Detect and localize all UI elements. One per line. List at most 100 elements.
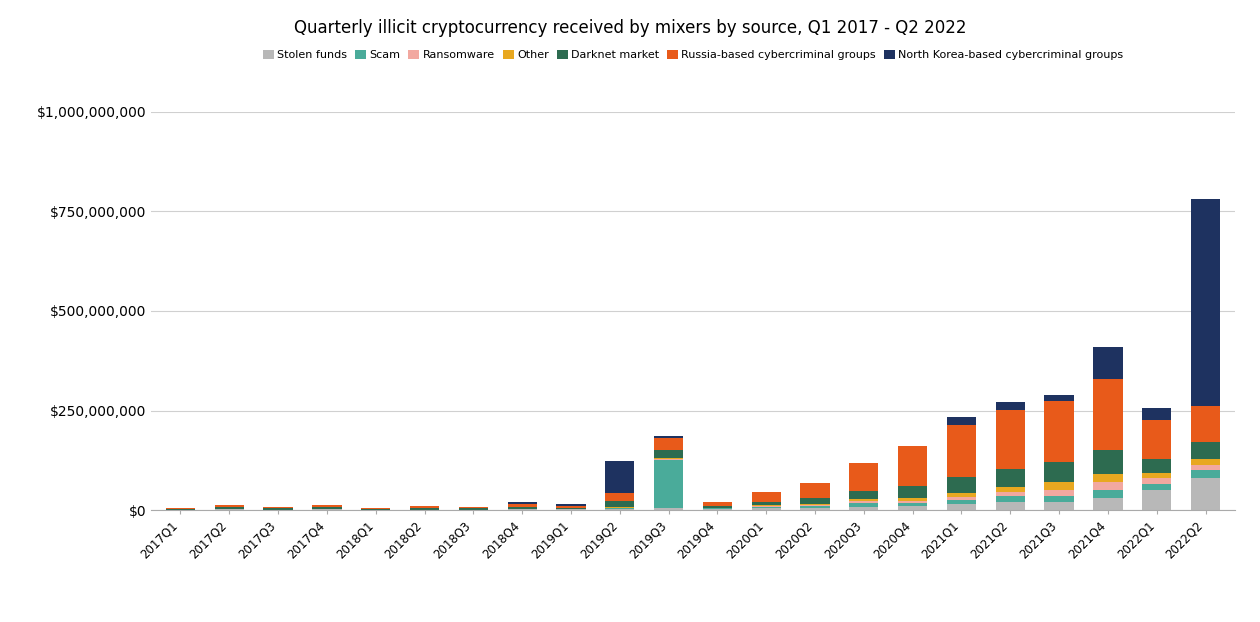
Bar bbox=[898, 501, 927, 503]
Bar bbox=[605, 501, 635, 508]
Bar bbox=[1094, 379, 1123, 450]
Bar bbox=[508, 502, 537, 504]
Bar bbox=[898, 498, 927, 501]
Bar bbox=[508, 507, 537, 509]
Bar bbox=[946, 417, 976, 425]
Bar bbox=[1142, 460, 1172, 473]
Bar bbox=[410, 508, 440, 509]
Bar bbox=[1142, 478, 1172, 484]
Bar bbox=[751, 502, 781, 505]
Bar bbox=[1045, 490, 1074, 496]
Bar bbox=[849, 463, 878, 491]
Bar bbox=[214, 505, 244, 508]
Bar bbox=[995, 402, 1024, 410]
Bar bbox=[995, 492, 1024, 496]
Bar bbox=[605, 493, 635, 501]
Bar bbox=[1142, 408, 1172, 420]
Bar bbox=[312, 508, 341, 509]
Bar bbox=[995, 502, 1024, 510]
Bar bbox=[557, 504, 586, 506]
Bar bbox=[508, 509, 537, 510]
Bar bbox=[946, 500, 976, 504]
Bar bbox=[166, 508, 195, 509]
Bar bbox=[1045, 401, 1074, 462]
Bar bbox=[946, 497, 976, 500]
Bar bbox=[1094, 347, 1123, 379]
Bar bbox=[1191, 465, 1220, 470]
Bar bbox=[800, 504, 829, 505]
Bar bbox=[995, 410, 1024, 470]
Bar bbox=[654, 436, 683, 438]
Bar bbox=[605, 509, 635, 510]
Bar bbox=[703, 506, 732, 508]
Bar bbox=[654, 450, 683, 458]
Bar bbox=[654, 508, 683, 510]
Bar bbox=[946, 504, 976, 510]
Bar bbox=[898, 506, 927, 510]
Bar bbox=[849, 499, 878, 501]
Bar bbox=[849, 503, 878, 507]
Bar bbox=[654, 460, 683, 508]
Bar bbox=[1094, 450, 1123, 474]
Bar bbox=[800, 508, 829, 510]
Bar bbox=[263, 508, 292, 509]
Bar bbox=[410, 506, 440, 508]
Bar bbox=[1045, 496, 1074, 502]
Bar bbox=[995, 496, 1024, 502]
Bar bbox=[1191, 199, 1220, 406]
Bar bbox=[751, 507, 781, 508]
Bar bbox=[1142, 490, 1172, 510]
Bar bbox=[898, 486, 927, 498]
Bar bbox=[1094, 474, 1123, 482]
Bar bbox=[946, 477, 976, 493]
Bar bbox=[946, 425, 976, 477]
Bar bbox=[898, 447, 927, 486]
Bar bbox=[946, 493, 976, 497]
Bar bbox=[898, 503, 927, 506]
Bar bbox=[751, 505, 781, 506]
Bar bbox=[1142, 473, 1172, 478]
Bar bbox=[214, 508, 244, 509]
Bar bbox=[751, 508, 781, 510]
Bar bbox=[557, 508, 586, 509]
Bar bbox=[800, 505, 829, 506]
Bar bbox=[703, 508, 732, 509]
Bar bbox=[1191, 406, 1220, 442]
Bar bbox=[751, 506, 781, 507]
Bar bbox=[849, 491, 878, 499]
Bar bbox=[654, 438, 683, 450]
Bar bbox=[605, 462, 635, 493]
Bar bbox=[995, 488, 1024, 492]
Bar bbox=[751, 492, 781, 502]
Bar bbox=[654, 458, 683, 459]
Bar bbox=[605, 508, 635, 509]
Bar bbox=[1045, 394, 1074, 401]
Bar bbox=[654, 459, 683, 460]
Text: Quarterly illicit cryptocurrency received by mixers by source, Q1 2017 - Q2 2022: Quarterly illicit cryptocurrency receive… bbox=[294, 19, 966, 37]
Bar bbox=[1094, 498, 1123, 510]
Bar bbox=[1191, 460, 1220, 465]
Bar bbox=[1045, 502, 1074, 510]
Bar bbox=[849, 507, 878, 510]
Bar bbox=[1142, 484, 1172, 490]
Bar bbox=[800, 483, 829, 498]
Bar bbox=[1045, 482, 1074, 490]
Bar bbox=[800, 498, 829, 504]
Bar bbox=[1094, 490, 1123, 498]
Bar bbox=[703, 509, 732, 510]
Bar bbox=[459, 508, 488, 509]
Bar bbox=[557, 506, 586, 508]
Bar bbox=[1191, 442, 1220, 460]
Bar bbox=[800, 506, 829, 508]
Bar bbox=[1191, 470, 1220, 478]
Legend: Stolen funds, Scam, Ransomware, Other, Darknet market, Russia-based cybercrimina: Stolen funds, Scam, Ransomware, Other, D… bbox=[258, 46, 1128, 65]
Bar bbox=[508, 504, 537, 507]
Bar bbox=[312, 509, 341, 510]
Bar bbox=[557, 509, 586, 510]
Bar bbox=[1191, 478, 1220, 510]
Bar bbox=[1045, 462, 1074, 482]
Bar bbox=[703, 502, 732, 506]
Bar bbox=[362, 508, 391, 509]
Bar bbox=[214, 509, 244, 510]
Bar bbox=[995, 470, 1024, 488]
